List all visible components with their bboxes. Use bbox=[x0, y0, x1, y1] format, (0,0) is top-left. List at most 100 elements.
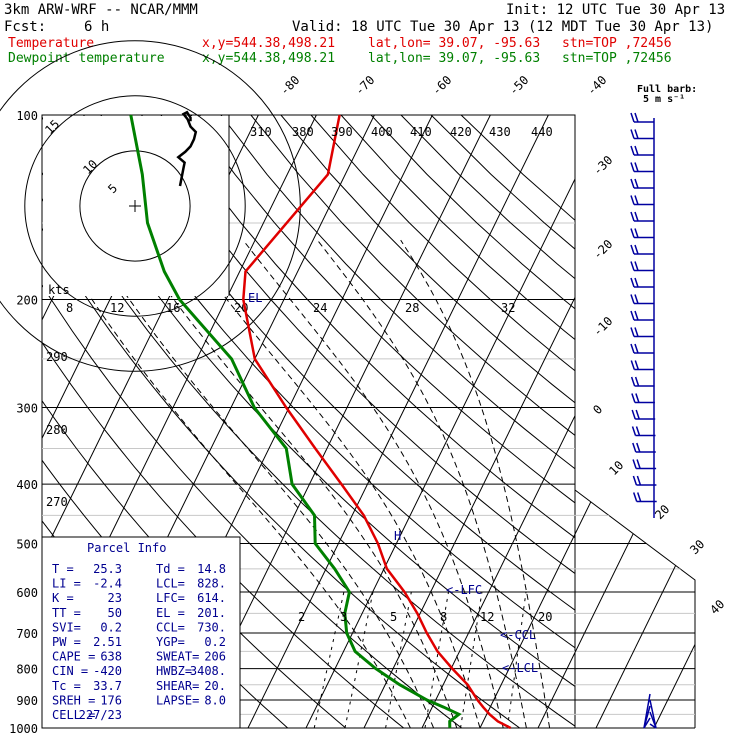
wind-barb bbox=[630, 294, 654, 305]
barb-note-2: 5 m s⁻¹ bbox=[643, 94, 685, 105]
parcel-cell: SVI= bbox=[52, 620, 81, 634]
mixing-ratio-label: 12 bbox=[480, 610, 494, 624]
isotherm-label: 0 bbox=[590, 402, 605, 417]
theta-left-label: 280 bbox=[46, 423, 68, 437]
parcel-cell: 2.51 bbox=[93, 635, 122, 649]
isotherm bbox=[421, 115, 695, 728]
parcel-cell: SWEAT= bbox=[156, 650, 199, 664]
parcel-cell: 201. bbox=[197, 606, 226, 620]
parcel-info-title: Parcel Info bbox=[87, 541, 166, 555]
parcel-cell: PW = bbox=[52, 635, 81, 649]
parcel-cell: YGP= bbox=[156, 635, 185, 649]
wind-barb bbox=[630, 360, 655, 371]
hodograph-ring bbox=[24, 95, 246, 317]
mixing-ratio-label: 3 bbox=[340, 610, 347, 624]
dry-adiabat bbox=[310, 115, 575, 372]
temperature-xy: x,y=544.38,498.21 bbox=[202, 36, 336, 51]
init-time: Init: 12 UTC Tue 30 Apr 13 bbox=[506, 2, 726, 18]
mixing-ratio-label: 20 bbox=[538, 610, 552, 624]
dry-adiabat bbox=[220, 115, 575, 470]
hodograph-speed-label: 12 bbox=[110, 301, 124, 315]
parcel-cell: 176 bbox=[100, 693, 122, 707]
hodograph-speed-label: 8 bbox=[66, 301, 73, 315]
wind-barb bbox=[632, 475, 657, 486]
pressure-label-800: 800 bbox=[16, 663, 38, 677]
temperature-station: stn=TOP ,72456 bbox=[562, 36, 672, 51]
parcel-cell: SHEAR= bbox=[156, 679, 199, 693]
dewpoint-xy: x,y=544.38,498.21 bbox=[202, 51, 336, 66]
moist-adiabat bbox=[53, 239, 411, 728]
isotherm bbox=[653, 115, 695, 728]
wind-barbs bbox=[630, 112, 657, 729]
parcel-cell: HWBZ= bbox=[156, 664, 192, 678]
dry-adiabat bbox=[430, 115, 575, 250]
dry-adiabat bbox=[70, 115, 575, 649]
forecast-label: Fcst: bbox=[4, 19, 47, 35]
temperature-latlon: lat,lon= 39.07, -95.63 bbox=[368, 36, 541, 51]
parcel-cell: 828. bbox=[197, 577, 226, 591]
hodograph-speed-label: 24 bbox=[313, 301, 327, 315]
parcel-cell: 614. bbox=[197, 591, 226, 605]
isotherm bbox=[247, 115, 549, 728]
wind-barb bbox=[630, 129, 654, 140]
low-level-barb bbox=[649, 723, 657, 729]
parcel-cell: TT = bbox=[52, 606, 81, 620]
pressure-label-500: 500 bbox=[16, 537, 38, 551]
parcel-cell: 20. bbox=[204, 679, 226, 693]
parcel-cell: 50 bbox=[108, 606, 122, 620]
theta-left-label: 270 bbox=[46, 495, 68, 509]
marker-h: H bbox=[394, 529, 401, 543]
parcel-cell: LAPSE= bbox=[156, 693, 199, 707]
low-level-barb bbox=[649, 711, 657, 729]
wind-barb bbox=[631, 393, 655, 404]
theta-label: 400 bbox=[371, 125, 393, 139]
parcel-cell: -2.4 bbox=[93, 577, 122, 591]
wind-barb bbox=[630, 343, 654, 354]
plot-frame-extension bbox=[574, 489, 696, 728]
wind-barb bbox=[630, 162, 654, 173]
isotherm-label: -20 bbox=[590, 237, 615, 262]
parcel-cell: Tc = bbox=[52, 679, 81, 693]
parcel-cell: LI = bbox=[52, 577, 81, 591]
mixing-ratio-line bbox=[460, 591, 483, 729]
marker-lfc: <-LFC bbox=[446, 583, 482, 597]
isotherm bbox=[595, 115, 695, 728]
moist-adiabat bbox=[400, 239, 551, 728]
model-title: 3km ARW-WRF -- NCAR/MMM bbox=[4, 2, 198, 18]
isotherm-label: -70 bbox=[352, 73, 377, 98]
wind-barb bbox=[630, 244, 654, 255]
wind-barb bbox=[630, 112, 654, 123]
hodograph-speed-label: 28 bbox=[405, 301, 419, 315]
temperature-line bbox=[242, 114, 512, 730]
isotherm-label: -10 bbox=[590, 314, 615, 339]
hodograph-units: kts bbox=[48, 283, 70, 297]
mixing-ratio-line bbox=[506, 591, 527, 729]
wind-barb bbox=[632, 442, 656, 453]
parcel-cell: 638 bbox=[100, 650, 122, 664]
mixing-ratio-label: 5 bbox=[390, 610, 397, 624]
parcel-cell: 0.2 bbox=[204, 635, 226, 649]
hodograph-ring bbox=[79, 150, 191, 262]
wind-barb bbox=[630, 376, 655, 387]
barb-note-1: Full barb: bbox=[637, 84, 697, 95]
parcel-cell: CELL = bbox=[52, 708, 95, 722]
isotherm-label: -40 bbox=[584, 73, 609, 98]
parcel-cell: 25.3 bbox=[93, 562, 122, 576]
hodograph-speed-label: 16 bbox=[166, 301, 180, 315]
dewpoint-station: stn=TOP ,72456 bbox=[562, 51, 672, 66]
isotherm-label: -50 bbox=[506, 73, 531, 98]
isotherm bbox=[537, 115, 695, 728]
parcel-cell: 8.0 bbox=[204, 693, 226, 707]
pressure-label-400: 400 bbox=[16, 478, 38, 492]
theta-label: 420 bbox=[450, 125, 472, 139]
marker-lcl: <-LCL bbox=[502, 661, 538, 675]
wind-barb bbox=[631, 409, 656, 420]
dewpoint-line bbox=[129, 114, 462, 729]
wind-barb bbox=[630, 277, 654, 288]
parcel-cell: LCL= bbox=[156, 577, 185, 591]
isotherm-label: -80 bbox=[277, 73, 302, 98]
dry-adiabat bbox=[190, 115, 575, 504]
sounding-series bbox=[129, 114, 512, 730]
parcel-cell: Td = bbox=[156, 562, 185, 576]
